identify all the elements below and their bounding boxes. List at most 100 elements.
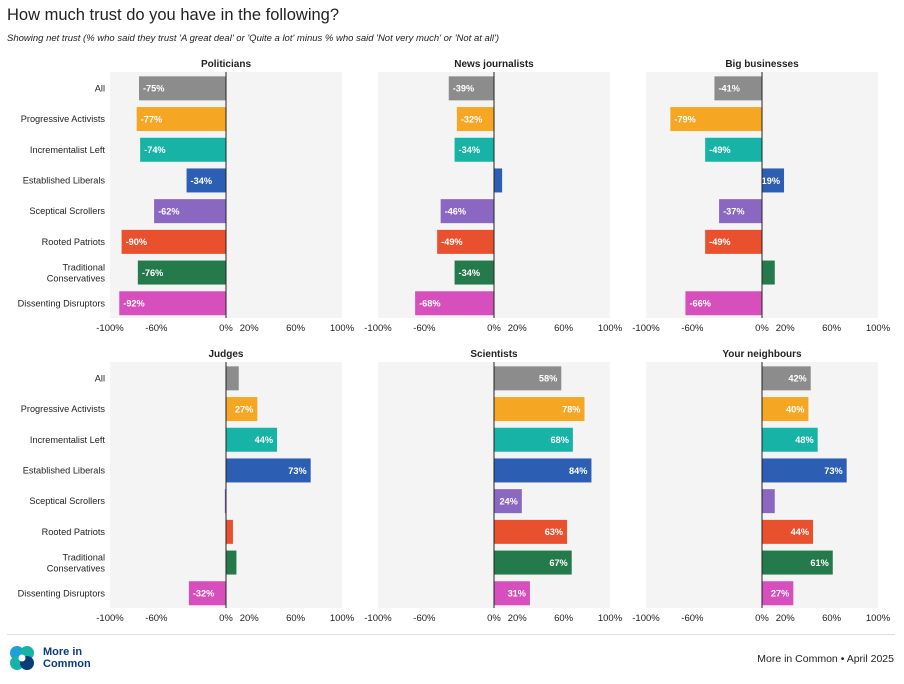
more-in-common-logo-icon <box>10 646 34 670</box>
bar-incrementalist-left <box>140 137 226 162</box>
bar-dissenting-disruptors <box>685 291 762 316</box>
x-tick-label: 0% <box>755 613 769 624</box>
bar-rooted-patriots <box>494 519 568 544</box>
data-label: 48% <box>795 435 813 445</box>
bar-rooted-patriots <box>121 229 226 254</box>
data-label: 31% <box>508 589 526 599</box>
data-label: 24% <box>499 496 517 506</box>
bar-all <box>139 76 226 101</box>
data-label: -32% <box>461 114 482 124</box>
bar-rooted-patriots <box>705 229 762 254</box>
panel-title: Judges <box>208 349 243 360</box>
data-label: 44% <box>255 435 273 445</box>
x-tick-label: 0% <box>755 323 769 334</box>
bar-sceptical-scrollers <box>494 489 522 514</box>
category-label: Incrementalist Left <box>30 145 106 155</box>
panel-your-neighbours: Your neighbours 42% 40% 48% 73% 44% 61% 27% -100… <box>632 349 890 624</box>
x-tick-label: 0% <box>219 323 233 334</box>
x-tick-label: 100% <box>866 323 891 334</box>
panel-title: Politicians <box>201 59 251 70</box>
panel-title: Your neighbours <box>722 349 802 360</box>
x-tick-label: -100% <box>632 323 660 334</box>
x-tick-label: 60% <box>286 613 306 624</box>
x-tick-label: 60% <box>822 613 842 624</box>
small-multiples-chart: Politicians All Progressive Activists Incre… <box>18 59 891 624</box>
category-label: Sceptical Scrollers <box>29 206 105 216</box>
x-tick-label: 60% <box>554 323 574 334</box>
category-label: Established Liberals <box>23 465 106 475</box>
brand-logo[interactable]: More in Common <box>8 644 103 672</box>
data-label: -37% <box>723 206 744 216</box>
category-label: Sceptical Scrollers <box>29 496 105 506</box>
bar-progressive-activists <box>762 397 809 422</box>
data-label: -90% <box>126 237 147 247</box>
bar-dissenting-disruptors <box>415 291 494 316</box>
bar-sceptical-scrollers <box>762 489 775 514</box>
category-label-line: Traditional <box>62 553 105 563</box>
x-tick-label: 20% <box>508 323 528 334</box>
data-label: 73% <box>288 466 306 476</box>
bar-traditional-conservatives <box>762 550 833 575</box>
data-label: -49% <box>441 237 462 247</box>
chart-subtitle: Showing net trust (% who said they trust… <box>7 33 500 44</box>
data-label: -76% <box>142 268 163 278</box>
panel-title: Scientists <box>470 349 518 360</box>
data-label: -66% <box>689 299 710 309</box>
panel-title: Big businesses <box>725 59 799 70</box>
bar-sceptical-scrollers <box>154 199 226 224</box>
x-tick-label: 100% <box>598 613 623 624</box>
data-label: -32% <box>193 589 214 599</box>
bar-all <box>448 76 494 101</box>
x-tick-label: 20% <box>240 323 260 334</box>
bar-traditional-conservatives <box>454 260 494 285</box>
data-label: -68% <box>419 299 440 309</box>
x-tick-label: -60% <box>681 323 704 334</box>
x-tick-label: -100% <box>632 613 660 624</box>
category-label: Dissenting Disruptors <box>18 298 106 308</box>
x-tick-label: -60% <box>413 613 436 624</box>
category-label: Incrementalist Left <box>30 435 106 445</box>
bar-established-liberals <box>494 458 592 483</box>
x-tick-label: 60% <box>286 323 306 334</box>
x-tick-label: -60% <box>413 323 436 334</box>
bar-dissenting-disruptors <box>762 581 794 606</box>
data-label: -74% <box>144 145 165 155</box>
bar-rooted-patriots <box>762 519 814 544</box>
x-tick-label: -100% <box>364 323 392 334</box>
panel-politicians: Politicians All Progressive Activists Incre… <box>18 59 355 334</box>
x-tick-label: -60% <box>145 613 168 624</box>
data-label: 63% <box>545 527 563 537</box>
bar-progressive-activists <box>136 107 226 132</box>
bar-dissenting-disruptors <box>494 581 530 606</box>
bar-dissenting-disruptors <box>119 291 226 316</box>
data-label: 68% <box>550 435 568 445</box>
bar-all <box>226 366 239 391</box>
panel-title: News journalists <box>454 59 534 70</box>
data-label: 27% <box>771 589 789 599</box>
x-tick-label: 20% <box>776 323 796 334</box>
data-label: 42% <box>788 374 806 384</box>
x-tick-label: -100% <box>96 613 124 624</box>
source-note: More in Common • April 2025 <box>757 653 894 665</box>
category-label: All <box>95 83 105 93</box>
data-label: -39% <box>453 84 474 94</box>
bar-progressive-activists <box>494 397 585 422</box>
bar-incrementalist-left <box>494 427 573 452</box>
data-label: 58% <box>539 374 557 384</box>
category-label: Dissenting Disruptors <box>18 588 106 598</box>
x-tick-label: 20% <box>240 613 260 624</box>
bar-progressive-activists <box>670 107 762 132</box>
data-label: -79% <box>674 114 695 124</box>
category-label-line: Traditional <box>62 263 105 273</box>
category-label: Rooted Patriots <box>42 527 106 537</box>
bar-incrementalist-left <box>454 137 494 162</box>
data-label: -34% <box>459 145 480 155</box>
data-label: -46% <box>445 206 466 216</box>
x-tick-label: -60% <box>145 323 168 334</box>
data-label: -75% <box>143 84 164 94</box>
x-tick-label: 100% <box>866 613 891 624</box>
category-label: Established Liberals <box>23 175 106 185</box>
logo-line-1: More in <box>43 646 83 658</box>
x-tick-label: 0% <box>487 323 501 334</box>
x-tick-label: 100% <box>330 613 355 624</box>
